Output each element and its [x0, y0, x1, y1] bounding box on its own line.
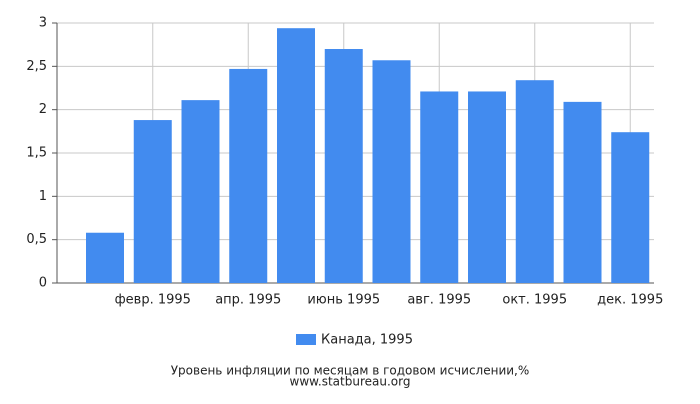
- bar: [229, 68, 268, 283]
- x-tick-label: дек. 1995: [597, 293, 663, 308]
- x-tick-label: февр. 1995: [115, 293, 191, 308]
- bar: [563, 101, 602, 283]
- y-tick-label: 1: [39, 189, 47, 204]
- y-tick-label: 2,5: [26, 59, 47, 74]
- bar: [611, 132, 650, 283]
- legend-label: Канада, 1995: [321, 333, 413, 348]
- x-tick-label: апр. 1995: [215, 293, 281, 308]
- y-tick-label: 3: [39, 16, 47, 31]
- bar: [181, 100, 220, 283]
- bar: [515, 80, 554, 283]
- bar: [324, 49, 363, 283]
- y-tick-label: 2: [39, 102, 47, 117]
- bar: [277, 28, 315, 284]
- y-tick-label: 0: [39, 276, 47, 291]
- x-tick-label: июнь 1995: [307, 293, 380, 308]
- x-tick-label: окт. 1995: [502, 293, 567, 308]
- source: www.statbureau.org: [290, 375, 411, 389]
- bar: [420, 91, 459, 283]
- bar: [468, 91, 506, 283]
- bar: [372, 60, 411, 284]
- chart-title: Уровень инфляции по месяцам в годовом ис…: [171, 364, 530, 378]
- legend-swatch: [296, 334, 316, 345]
- y-tick-label: 0,5: [26, 232, 47, 247]
- y-tick-label: 1,5: [26, 146, 47, 161]
- x-tick-label: авг. 1995: [407, 293, 471, 308]
- bar: [86, 232, 124, 283]
- bar: [133, 120, 172, 283]
